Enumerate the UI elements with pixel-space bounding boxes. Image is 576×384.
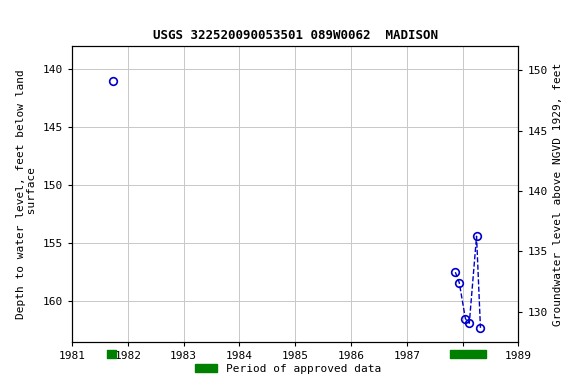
Title: USGS 322520090053501 089W0062  MADISON: USGS 322520090053501 089W0062 MADISON: [153, 29, 438, 42]
Y-axis label: Groundwater level above NGVD 1929, feet: Groundwater level above NGVD 1929, feet: [553, 62, 563, 326]
Y-axis label: Depth to water level, feet below land
 surface: Depth to water level, feet below land su…: [16, 69, 37, 319]
Legend: Period of approved data: Period of approved data: [191, 359, 385, 379]
